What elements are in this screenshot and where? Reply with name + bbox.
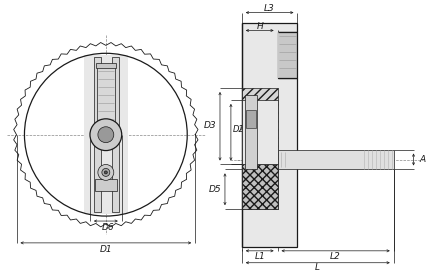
Text: L: L bbox=[315, 263, 320, 272]
Bar bbox=[97, 67, 115, 129]
Text: L3: L3 bbox=[264, 4, 275, 13]
Polygon shape bbox=[242, 88, 278, 209]
Circle shape bbox=[98, 164, 114, 180]
Bar bbox=[96, 63, 116, 68]
Circle shape bbox=[102, 169, 110, 176]
Circle shape bbox=[90, 119, 122, 151]
Circle shape bbox=[98, 127, 114, 143]
Text: D5: D5 bbox=[208, 185, 221, 194]
Bar bbox=[112, 57, 119, 212]
Text: D2: D2 bbox=[233, 125, 245, 134]
Circle shape bbox=[104, 171, 107, 174]
Bar bbox=[84, 55, 128, 214]
Bar bbox=[278, 32, 297, 78]
Bar bbox=[278, 150, 394, 169]
Bar bbox=[95, 179, 117, 191]
Text: L2: L2 bbox=[330, 252, 341, 261]
Text: H: H bbox=[256, 22, 263, 31]
Text: D1: D1 bbox=[99, 245, 112, 254]
Text: A: A bbox=[419, 155, 426, 164]
Text: D3: D3 bbox=[203, 121, 216, 130]
Bar bbox=[245, 95, 257, 169]
Bar bbox=[246, 110, 256, 128]
Polygon shape bbox=[242, 22, 297, 247]
Text: D6: D6 bbox=[102, 224, 114, 233]
Text: H7: H7 bbox=[240, 125, 249, 131]
Bar bbox=[94, 57, 101, 212]
Text: L1: L1 bbox=[254, 252, 265, 261]
Bar bbox=[242, 100, 278, 164]
Polygon shape bbox=[242, 164, 278, 209]
